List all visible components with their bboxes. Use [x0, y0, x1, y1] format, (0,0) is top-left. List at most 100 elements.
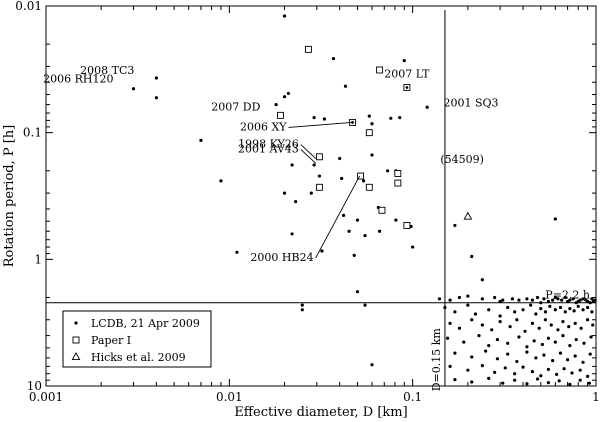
lcdb-point — [286, 91, 291, 96]
lcdb-point — [453, 351, 457, 355]
lcdb-point — [553, 295, 557, 300]
lcdb-point — [300, 303, 304, 307]
lcdb-point — [525, 345, 529, 349]
lcdb-point — [517, 335, 521, 339]
lcdb-point — [578, 368, 582, 372]
plot-frame — [45, 5, 597, 387]
lcdb-point — [506, 341, 510, 345]
lcdb-point — [573, 321, 577, 325]
lcdb-point — [591, 323, 595, 327]
paper-i-point — [315, 153, 323, 161]
lcdb-point — [508, 325, 512, 329]
lcdb-point — [582, 341, 586, 345]
annotation-leader-line — [288, 121, 352, 128]
lcdb-point — [551, 298, 555, 302]
y-tick-label: 10 — [27, 379, 42, 393]
lcdb-point — [542, 297, 546, 301]
lcdb-point — [571, 297, 575, 301]
legend-box — [62, 310, 212, 368]
lcdb-point — [470, 254, 474, 259]
lcdb-point — [363, 303, 367, 307]
lcdb-point — [578, 378, 582, 382]
lcdb-point — [343, 84, 348, 88]
lcdb-point — [487, 376, 491, 380]
lcdb-point — [525, 350, 529, 354]
paper-i-point — [378, 206, 386, 214]
lcdb-point — [480, 297, 484, 301]
lcdb-point — [537, 326, 541, 330]
lcdb-point — [553, 308, 557, 312]
lcdb-point — [322, 117, 326, 121]
lcdb-point — [532, 339, 536, 343]
lcdb-point — [309, 191, 313, 195]
lcdb-point — [510, 297, 515, 301]
lcdb-point — [539, 307, 543, 311]
lcdb-point — [562, 367, 566, 371]
lcdb-point — [560, 298, 564, 302]
lcdb-point — [586, 299, 590, 304]
lcdb-point — [466, 294, 470, 298]
lcdb-point — [425, 105, 429, 109]
annotation-label: 2000 HB24 — [250, 251, 313, 264]
lcdb-point — [578, 298, 582, 302]
lcdb-point — [370, 363, 374, 367]
lcdb-point — [274, 102, 278, 107]
annotation-leader-line — [300, 149, 317, 164]
lcdb-point — [235, 250, 239, 254]
lcdb-point — [498, 299, 502, 304]
legend-marker — [72, 336, 80, 344]
lcdb-point — [355, 290, 360, 294]
lcdb-point — [448, 364, 452, 368]
lcdb-point — [363, 234, 367, 238]
lcdb-point — [317, 174, 322, 178]
lcdb-point — [411, 245, 415, 249]
y-tick-label: 0.01 — [15, 0, 42, 13]
lcdb-point — [457, 326, 462, 330]
hicks-point — [463, 211, 473, 220]
lcdb-point — [445, 336, 450, 340]
lcdb-point — [331, 56, 336, 61]
lcdb-point — [480, 278, 484, 282]
axis-tick-labels: 0.001 0.01 0.1 1 0.01 0.1 1 10 — [15, 0, 600, 404]
lcdb-point — [587, 381, 591, 385]
lcdb-point — [282, 95, 287, 99]
lcdb-point — [154, 76, 158, 80]
lcdb-point — [589, 335, 593, 339]
lcdb-point — [462, 340, 466, 344]
legend-marker — [74, 321, 78, 325]
lcdb-point — [586, 305, 590, 310]
annotation-label: 2008 TC3 — [80, 64, 134, 77]
lcdb-point — [539, 301, 543, 305]
lcdb-point — [470, 318, 474, 322]
paper-i-point — [365, 129, 373, 137]
paper-i-point — [394, 179, 402, 187]
annotation-label: 2001 AV43 — [238, 142, 299, 155]
axis-ticks — [45, 5, 596, 386]
lcdb-point — [490, 328, 494, 332]
lcdb-point — [543, 310, 548, 314]
lcdb-point — [470, 355, 474, 359]
lcdb-point — [570, 371, 574, 375]
lcdb-point — [581, 360, 585, 364]
lcdb-point — [546, 367, 550, 372]
lcdb-point — [546, 299, 550, 304]
lcdb-point — [563, 295, 567, 300]
annotation-label: 2006 RH120 — [43, 73, 113, 86]
lcdb-point — [367, 114, 371, 118]
lcdb-point — [300, 308, 304, 312]
lcdb-point — [561, 319, 565, 324]
lcdb-point — [398, 115, 402, 120]
lcdb-point — [568, 344, 572, 348]
annotation-label: 2006 XY — [240, 120, 287, 133]
x-tick-label: 1 — [592, 390, 600, 404]
lcdb-point — [568, 307, 572, 311]
lcdb-point — [312, 115, 316, 120]
lcdb-point — [470, 380, 474, 384]
lcdb-point — [553, 340, 557, 344]
lcdb-point — [219, 179, 223, 183]
paper-i-point — [304, 45, 312, 53]
lcdb-point — [480, 323, 484, 327]
y-tick-label: 1 — [34, 252, 42, 266]
lcdb-point — [581, 308, 585, 312]
